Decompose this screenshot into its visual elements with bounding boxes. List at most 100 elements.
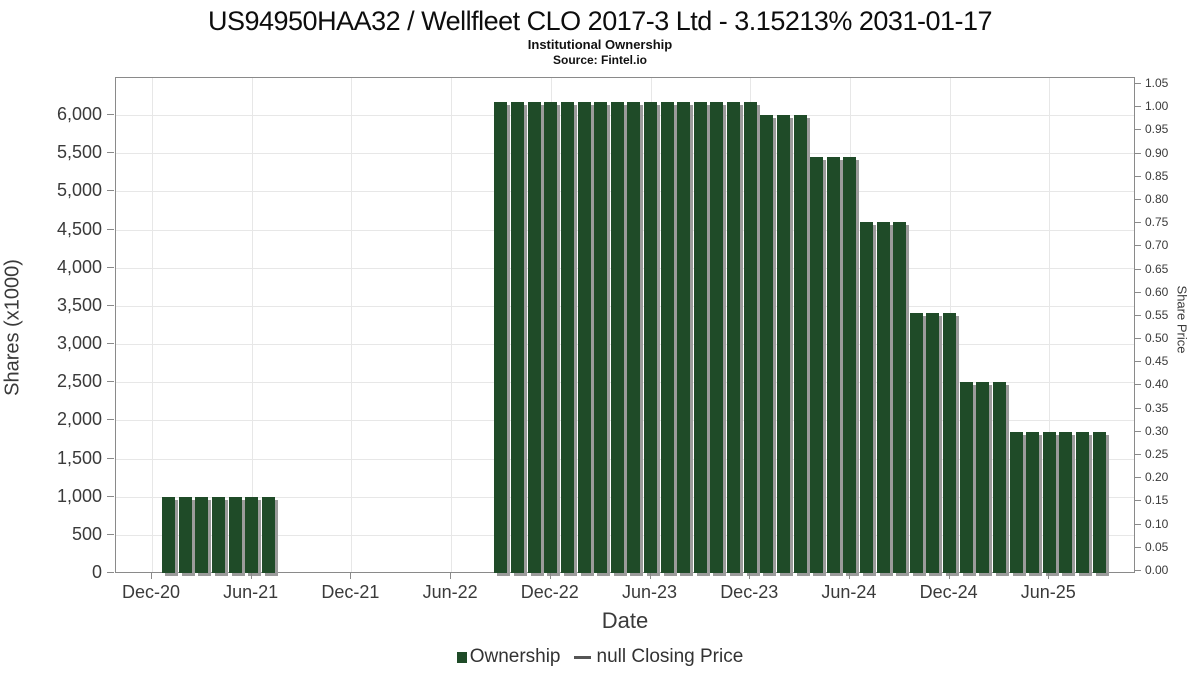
ownership-bar-Mar-21[interactable] xyxy=(195,496,209,573)
ownership-bar-Dec-22[interactable] xyxy=(544,101,558,573)
h-gridline xyxy=(116,420,1134,422)
ownership-bar-Jan-23[interactable] xyxy=(560,101,574,573)
y-right-tick-label: 0.80 xyxy=(1145,191,1169,206)
ownership-bar-Oct-22[interactable] xyxy=(511,101,525,573)
ownership-bar-Sep-25[interactable] xyxy=(1092,431,1106,573)
ownership-bar-Apr-25[interactable] xyxy=(1009,431,1023,573)
legend-item-ownership[interactable]: Ownership xyxy=(456,646,561,668)
legend-label-closing-price: null Closing Price xyxy=(596,646,744,667)
h-gridline xyxy=(116,267,1134,269)
ownership-bar-Aug-25[interactable] xyxy=(1076,431,1090,573)
ownership-bar-Sep-24[interactable] xyxy=(893,221,907,573)
ownership-bar-Jan-21[interactable] xyxy=(162,496,176,573)
ownership-bar-Jul-24[interactable] xyxy=(860,221,874,573)
y-right-tick-label: 0.55 xyxy=(1145,307,1169,322)
v-gridline xyxy=(451,78,453,572)
ownership-bar-Oct-23[interactable] xyxy=(710,101,724,573)
ownership-bar-Mar-23[interactable] xyxy=(594,101,608,573)
ownership-bar-Dec-24[interactable] xyxy=(943,313,957,573)
y-left-tick-label: 2,500 xyxy=(56,371,102,392)
y-right-axis-title: Share Price xyxy=(1174,285,1190,354)
y-left-tick xyxy=(107,114,114,115)
y-left-tick-label: 500 xyxy=(71,523,102,544)
y-right-tick-label: 0.20 xyxy=(1145,470,1169,485)
ownership-bar-Aug-24[interactable] xyxy=(876,221,890,573)
y-right-tick-label: 0.40 xyxy=(1145,377,1169,392)
ownership-bar-Jul-23[interactable] xyxy=(660,101,674,573)
y-left-tick xyxy=(107,572,114,573)
ownership-bar-Feb-24[interactable] xyxy=(776,115,790,573)
ownership-bar-Jun-23[interactable] xyxy=(644,101,657,573)
ownership-bar-Feb-21[interactable] xyxy=(178,496,192,573)
chart-title: US94950HAA32 / Wellfleet CLO 2017-3 Ltd … xyxy=(207,6,993,36)
y-left-tick-label: 6,000 xyxy=(56,104,102,124)
ownership-bar-May-23[interactable] xyxy=(627,101,641,573)
x-tick-label: Dec-21 xyxy=(321,582,380,602)
ownership-bar-Jan-24[interactable] xyxy=(760,115,774,573)
y-right-tick xyxy=(1135,477,1141,478)
ownership-bar-Apr-21[interactable] xyxy=(211,496,225,573)
ownership-bar-Sep-22[interactable] xyxy=(494,101,508,573)
ownership-bar-May-21[interactable] xyxy=(228,496,242,573)
y-left-tick xyxy=(107,419,114,420)
y-right-tick-label: 0.10 xyxy=(1145,516,1169,531)
x-tick xyxy=(251,573,252,579)
ownership-bar-Oct-24[interactable] xyxy=(909,313,923,573)
x-tick-label: Dec-24 xyxy=(919,582,978,602)
y-left-tick-label: 4,000 xyxy=(56,256,102,277)
v-gridline xyxy=(351,78,353,572)
ownership-bar-Jun-25[interactable] xyxy=(1042,431,1056,573)
h-gridline xyxy=(116,382,1134,384)
y-right-tick xyxy=(1135,269,1141,270)
ownership-bar-Jun-21[interactable] xyxy=(245,496,259,573)
ownership-bar-Dec-23[interactable] xyxy=(743,101,757,573)
y-right-tick xyxy=(1135,338,1141,339)
y-right-tick-label: 0.25 xyxy=(1145,447,1169,462)
y-right-tick xyxy=(1135,129,1141,130)
y-right-tick-label: 0.05 xyxy=(1145,539,1169,554)
y-left-axis-title: Shares (x1000) xyxy=(1,259,24,396)
v-gridline xyxy=(251,78,253,572)
y-right-tick-label: 0.15 xyxy=(1145,493,1169,508)
ownership-bar-Jan-25[interactable] xyxy=(959,382,973,573)
legend-label-ownership: Ownership xyxy=(469,646,561,667)
x-tick-label: Dec-23 xyxy=(720,582,779,602)
y-left-tick xyxy=(107,381,114,382)
ownership-bar-Nov-24[interactable] xyxy=(926,313,940,573)
y-left-tick xyxy=(107,534,114,535)
y-right-tick xyxy=(1135,361,1141,362)
y-right-tick xyxy=(1135,199,1141,200)
h-gridline xyxy=(116,458,1134,460)
legend-item-closing-price[interactable]: null Closing Price xyxy=(573,646,744,668)
ownership-bar-Feb-23[interactable] xyxy=(577,101,591,573)
y-right-tick-label: 0.35 xyxy=(1145,400,1169,415)
y-right-tick-label: 0.75 xyxy=(1145,215,1169,230)
legend-square-marker-icon xyxy=(456,651,467,663)
ownership-bar-May-25[interactable] xyxy=(1026,431,1040,573)
ownership-bar-Jul-21[interactable] xyxy=(261,496,275,573)
ownership-bar-Aug-23[interactable] xyxy=(677,101,691,573)
y-right-tick-label: 1.00 xyxy=(1145,99,1169,114)
ownership-bar-Apr-23[interactable] xyxy=(610,101,624,573)
y-right-tick-label: 0.70 xyxy=(1145,238,1169,253)
y-right-tick xyxy=(1135,176,1141,177)
v-gridline xyxy=(1049,78,1051,572)
ownership-bar-Nov-23[interactable] xyxy=(727,101,741,573)
y-right-tick-label: 0.95 xyxy=(1145,122,1169,137)
ownership-bar-Sep-23[interactable] xyxy=(693,101,707,573)
ownership-bar-Feb-25[interactable] xyxy=(976,382,990,573)
ownership-bar-May-24[interactable] xyxy=(826,156,840,573)
h-gridline xyxy=(116,115,1134,116)
y-right-tick xyxy=(1135,292,1141,293)
y-left-tick-label: 2,000 xyxy=(56,409,102,430)
x-tick-label: Dec-22 xyxy=(520,582,579,602)
ownership-bar-Apr-24[interactable] xyxy=(810,156,824,573)
ownership-bar-Mar-25[interactable] xyxy=(992,382,1006,573)
ownership-bar-Nov-22[interactable] xyxy=(527,101,541,573)
y-right-tick-label: 0.85 xyxy=(1145,168,1169,183)
ownership-bar-Mar-24[interactable] xyxy=(793,115,807,573)
ownership-bar-Jun-24[interactable] xyxy=(843,156,857,573)
ownership-bar-Jul-25[interactable] xyxy=(1059,431,1073,573)
legend-line-marker-icon xyxy=(573,655,591,659)
